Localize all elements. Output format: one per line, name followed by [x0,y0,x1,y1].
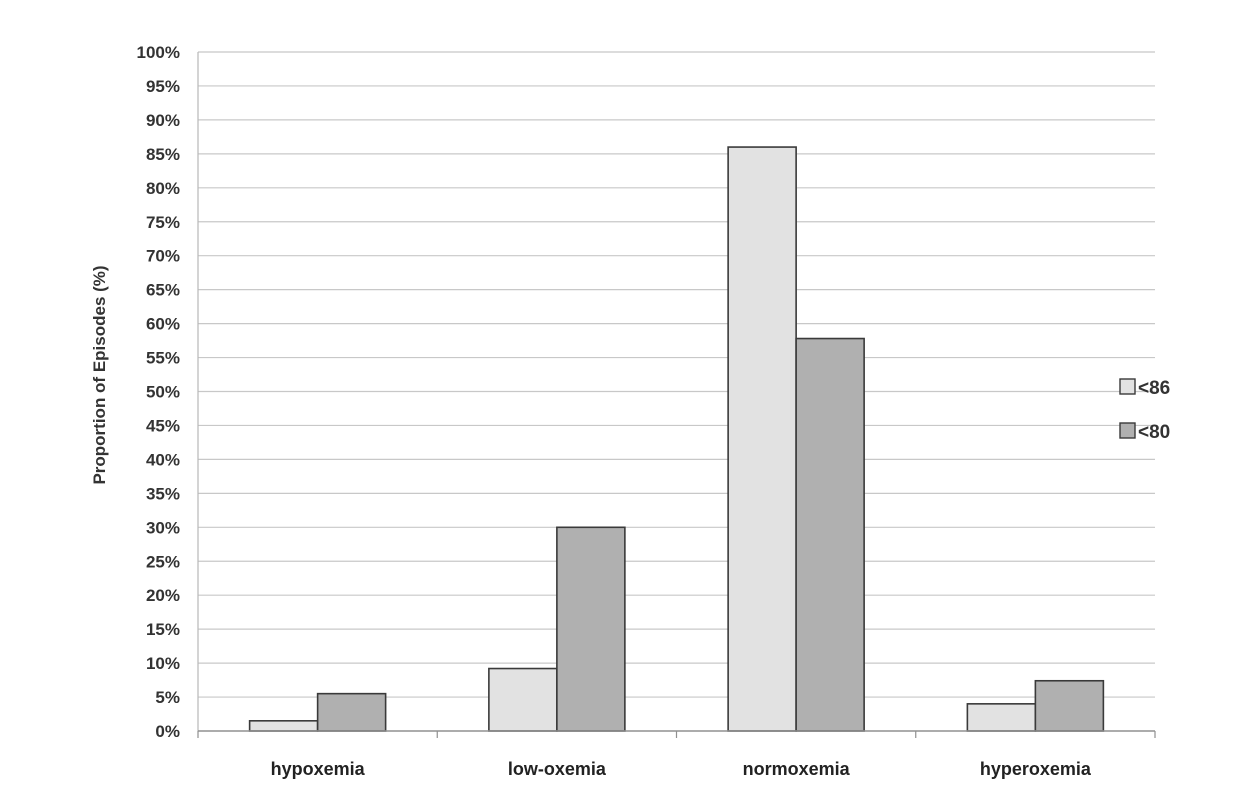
bars [248,146,1105,732]
legend-label: <80 [1138,422,1170,443]
legend-label: <86 [1138,378,1170,399]
bar-series-2-low-oxemia [556,526,626,732]
y-tick-label: 85% [146,145,180,164]
bar-series-1-hyperoxemia [966,703,1037,732]
y-tick-label: 50% [146,383,180,402]
y-tick-label: 45% [146,416,180,435]
x-axis [197,52,1156,738]
y-tick-label: 30% [146,518,180,537]
legend: <86 <80 [1119,378,1170,443]
bar-series-2-hyperoxemia [1034,679,1105,732]
y-tick-label: 100% [137,43,180,62]
y-tick-label: 5% [155,688,180,707]
y-tick-label: 25% [146,552,180,571]
y-tick-label: 40% [146,450,180,469]
y-axis-title: Proportion of Episodes (%) [90,265,109,484]
bar-series-2-normoxemia [795,337,865,732]
category-label: hyperoxemia [980,759,1092,779]
bar-series-2-hypoxemia [316,692,387,732]
y-tick-label: 80% [146,179,180,198]
y-tick-label: 95% [146,77,180,96]
bar-series-1-low-oxemia [488,667,558,732]
y-tick-label: 0% [155,722,180,741]
y-tick-label: 55% [146,349,180,368]
category-labels: hypoxemia low-oxemia normoxemia hyperoxemia [271,759,1092,779]
y-tick-label: 75% [146,213,180,232]
y-tick-label: 10% [146,654,180,673]
y-tick-label: 90% [146,111,180,130]
y-tick-label: 20% [146,586,180,605]
y-tick-label: 15% [146,620,180,639]
legend-swatch [1119,378,1136,395]
y-tick-label: 60% [146,315,180,334]
y-tick-label: 70% [146,247,180,266]
category-label: low-oxemia [508,759,607,779]
bar-series-1-normoxemia [727,146,797,732]
y-tick-labels: 0% 5% 10% 15% 20% 25% 30% 35% 40% 45% 50% 55% 60% 65%… [137,43,180,741]
category-label: hypoxemia [271,759,366,779]
legend-swatch [1119,422,1136,439]
gridlines [198,51,1155,698]
y-tick-label: 35% [146,484,180,503]
category-label: normoxemia [743,759,851,779]
y-tick-label: 65% [146,281,180,300]
bar-series-1-hypoxemia [248,720,319,732]
